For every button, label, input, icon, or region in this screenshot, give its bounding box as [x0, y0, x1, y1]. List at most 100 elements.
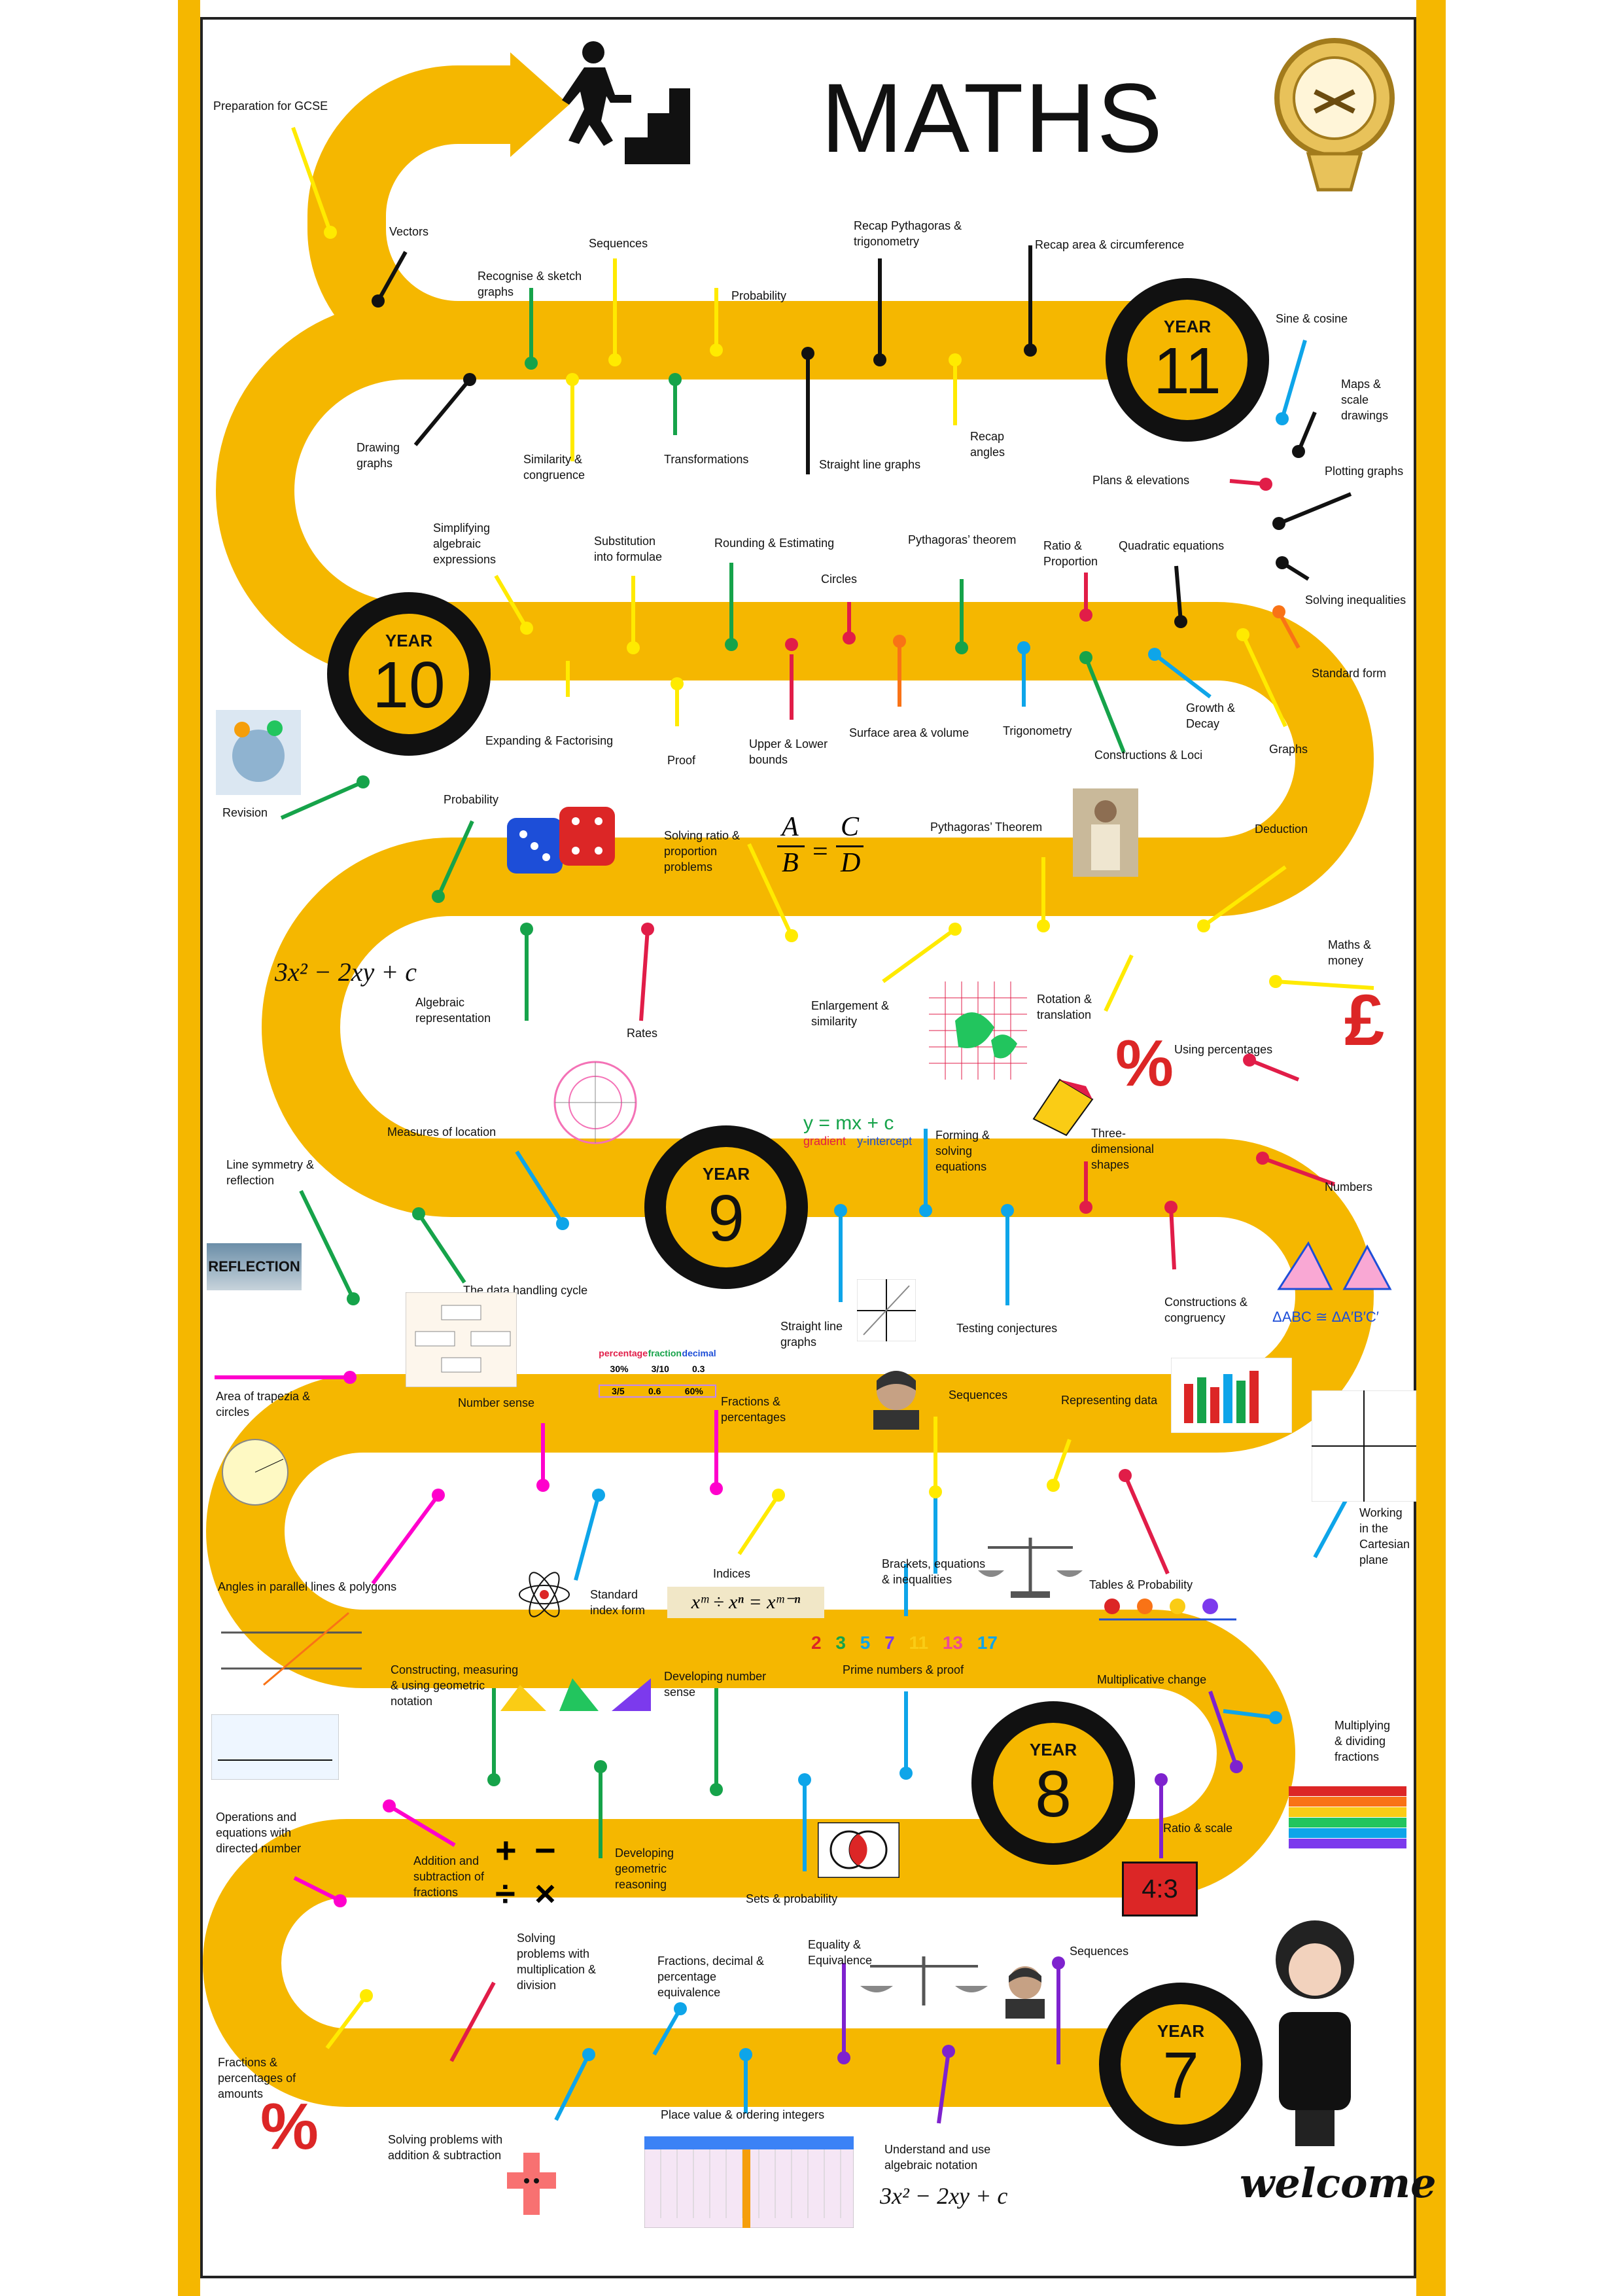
topic-label: Working in the Cartesian plane: [1359, 1506, 1410, 1566]
road-top-loop: [307, 65, 1178, 380]
algebra-expression: 3x² − 2xy + c: [880, 2183, 1008, 2209]
straight-line-equation: y = mx + c gradient y-intercept: [803, 1112, 912, 1148]
year-number: 8: [1035, 1757, 1072, 1831]
topic-label: Straight line graphs: [780, 1320, 843, 1349]
fraction-bar: [836, 845, 864, 847]
topic-label: Drawing graphs: [357, 441, 400, 470]
topic-label: Three-dimensional shapes: [1091, 1127, 1155, 1171]
topic-label: Multiplying & dividing fractions: [1335, 1719, 1391, 1763]
topic-label: Sequences: [949, 1388, 1008, 1402]
3d-shape-icon: [1032, 1078, 1094, 1137]
formula-a: A: [782, 812, 799, 842]
topic-label: Recap angles: [970, 430, 1005, 459]
topic-label: Addition and subtraction of fractions: [413, 1854, 485, 1899]
topic-label: Place value & ordering integers: [661, 2108, 825, 2121]
line-equation-text: y = mx + c: [803, 1112, 894, 1134]
gradient-label: gradient: [803, 1135, 846, 1148]
prime-number: 2: [811, 1633, 822, 1653]
plus-character-icon: [507, 2153, 556, 2215]
probability-scale-icon: [1099, 1598, 1236, 1621]
topic-label: Recap Pythagoras & trigonometry: [854, 219, 962, 248]
topic-label: Enlargement & similarity: [811, 999, 890, 1028]
fraction-wall-icon: [1289, 1786, 1406, 1848]
topic-label: Understand and use algebraic notation: [884, 2143, 991, 2172]
formula-b: B: [782, 848, 799, 878]
year-number: 9: [708, 1182, 744, 1255]
topic-label: Simplifying algebraic expressions: [433, 521, 497, 566]
reflection-image: REFLECTION: [207, 1243, 302, 1290]
year-word: YEAR: [1157, 2021, 1205, 2041]
cell: 3/10: [651, 1364, 669, 1374]
topic-label: Developing number sense: [664, 1670, 767, 1699]
head-percentage: percentage: [599, 1348, 648, 1358]
year-word: YEAR: [702, 1164, 750, 1184]
topic-label: Surface area & volume: [849, 726, 969, 739]
topic-label: Plans & elevations: [1092, 474, 1190, 487]
place-value-chart: [644, 2136, 854, 2228]
percentage-table-head: percentage fraction decimal: [599, 1348, 716, 1358]
enlargement-grid-icon: [929, 981, 1027, 1080]
topic-label: Sets & probability: [746, 1892, 838, 1905]
topic-label: Straight line graphs: [819, 458, 921, 471]
topic-label: Line symmetry & reflection: [226, 1158, 315, 1187]
topic-label: Using percentages: [1174, 1043, 1273, 1056]
year-7-badge: YEAR 7: [1099, 1983, 1263, 2146]
plus-op: +: [495, 1829, 517, 1871]
prime-number: 5: [860, 1633, 871, 1653]
topic-label: Probability: [444, 793, 499, 806]
yellow-frame-right: [1416, 0, 1446, 2296]
topic-label: Brackets, equations & inequalities: [882, 1557, 986, 1586]
balance-scale-icon: [978, 1538, 1083, 1598]
topic-label: Maps & scale drawings: [1341, 378, 1389, 422]
topic-label: Ratio & Proportion: [1043, 539, 1098, 568]
welcome-sign: welcome: [1240, 2159, 1437, 2207]
topic-label: Number sense: [458, 1396, 535, 1409]
minus-op: −: [534, 1829, 556, 1871]
times-op: ×: [534, 1873, 556, 1914]
formula-d: D: [841, 848, 861, 878]
topic-label: Measures of location: [387, 1125, 497, 1139]
prime-number-list: 2 3 5 7 11 13 17: [811, 1633, 998, 1653]
year-8-badge: YEAR 8: [971, 1701, 1135, 1865]
climbing-stairs-icon: [562, 41, 690, 164]
line-eq-annotations: gradient y-intercept: [803, 1135, 912, 1148]
topic-label: Algebraic representation: [415, 996, 491, 1025]
pound-symbol: £: [1344, 980, 1385, 1061]
topic-label: Angles in parallel lines & polygons: [218, 1580, 397, 1593]
year-11-badge-inner: YEAR 11: [1127, 300, 1248, 420]
cell: 0.3: [691, 1364, 705, 1374]
topic-label: Solving inequalities: [1305, 593, 1406, 607]
topic-label: Indices: [713, 1567, 751, 1580]
topic-label: Expanding & Factorising: [485, 734, 614, 747]
cell: 30%: [610, 1364, 629, 1374]
mathematician-portrait-icon: [873, 1371, 919, 1430]
topic-label: Tables & Probability: [1089, 1578, 1193, 1591]
topic-label: Fractions, decimal & percentage equivale…: [657, 1954, 765, 1999]
topic-label: Ratio & scale: [1163, 1822, 1233, 1835]
year-word: YEAR: [1163, 317, 1212, 336]
topic-label: Quadratic equations: [1119, 539, 1225, 552]
bar-chart-icon: [1171, 1358, 1292, 1433]
topic-label: Equality & Equivalence: [808, 1938, 873, 1967]
year-word: YEAR: [1029, 1740, 1077, 1759]
congruent-triangles-icon: [1277, 1241, 1392, 1290]
topic-label: Fractions & percentages of amounts: [218, 2056, 296, 2100]
topic-label: Operations and equations with directed n…: [216, 1810, 302, 1855]
prime-number: 11: [909, 1633, 929, 1653]
indices-formula: xᵐ ÷ xⁿ = xᵐ⁻ⁿ: [667, 1587, 824, 1618]
topic-label: Circles: [821, 573, 858, 586]
prime-number: 13: [942, 1633, 963, 1653]
angle-types-icon: [500, 1678, 651, 1711]
topic-label: Similarity & congruence: [523, 453, 585, 482]
topic-label: Sequences: [589, 237, 648, 250]
topic-label: Sequences: [1070, 1945, 1129, 1958]
coordinate-grid-icon: [857, 1279, 916, 1341]
divide-op: ÷: [495, 1873, 515, 1914]
topic-label: Deduction: [1255, 822, 1308, 836]
topic-label: Prime numbers & proof: [843, 1663, 964, 1676]
year-10-badge: YEAR 10: [327, 592, 491, 756]
page-title: MATHS: [821, 63, 1164, 173]
data-handling-cycle-diagram: [406, 1292, 517, 1387]
